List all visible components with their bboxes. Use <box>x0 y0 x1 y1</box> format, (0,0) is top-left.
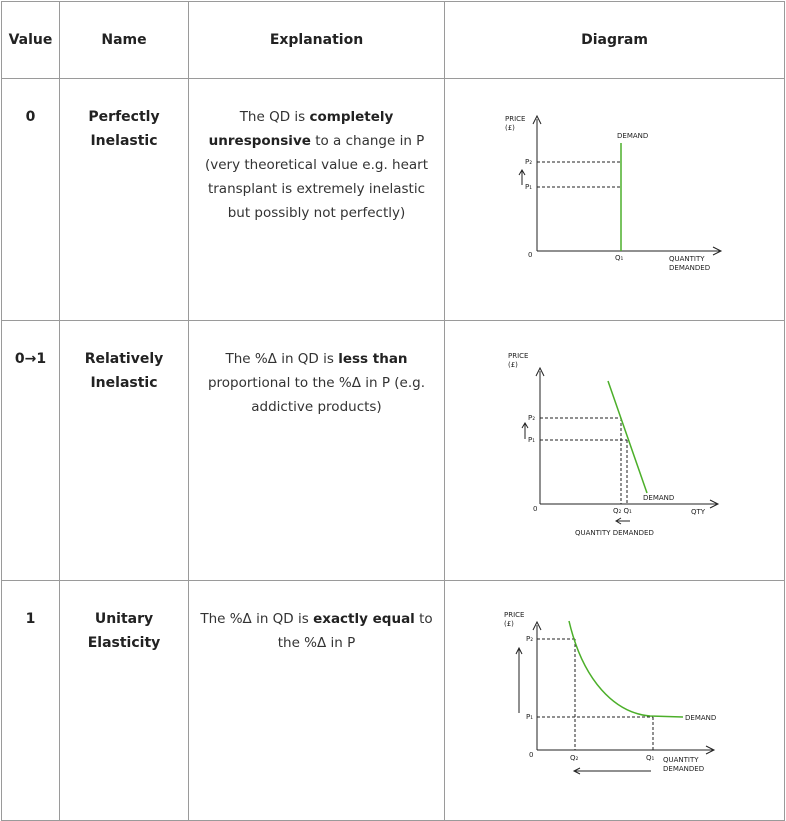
name-line: Elasticity <box>87 635 161 651</box>
quantity-label: Q₂ <box>570 754 579 762</box>
explanation-text: The %Δ in QD is <box>225 351 339 367</box>
explanation-text: The QD is <box>239 109 310 125</box>
name-cell: Perfectly Inelastic <box>59 78 189 321</box>
table-row: 0→1 Relatively Inelastic The %Δ in QD is… <box>1 320 785 581</box>
up-arrow-head <box>518 169 526 176</box>
relatively-inelastic-diagram: PRICE (£) P₂ P₁ 0 Q₂ Q₁ DEMAND QTY QUANT… <box>508 352 720 537</box>
explanation-cell: The %Δ in QD is less than proportional t… <box>188 320 445 581</box>
value-cell: 0 <box>1 78 60 321</box>
explanation-text: to the %Δ in P <box>277 611 433 651</box>
quantity-label: Q₂ Q₁ <box>613 507 632 515</box>
origin-label: 0 <box>533 505 537 513</box>
explanation-text: proportional to the %Δ in P (e.g. addict… <box>207 375 426 415</box>
explanation-emphasis: completely unresponsive <box>208 109 394 149</box>
explanation-text: The %Δ in QD is <box>200 611 314 627</box>
left-arrow-head <box>615 517 622 525</box>
x-axis-label: DEMANDED <box>663 765 704 773</box>
x-axis-arrow <box>712 246 723 256</box>
header-name: Name <box>59 1 189 79</box>
value-cell: 1 <box>1 580 60 821</box>
price-label: P₁ <box>528 436 535 444</box>
diagram-cell: PRICE (£) P₂ P₁ 0 Q₂ Q₁ DEMAND QUANTITY … <box>444 580 785 821</box>
up-arrow-head <box>515 646 523 655</box>
x-axis-label: QUANTITY <box>669 255 705 263</box>
unitary-elasticity-diagram: PRICE (£) P₂ P₁ 0 Q₂ Q₁ DEMAND QUANTITY … <box>504 611 716 775</box>
origin-label: 0 <box>529 751 533 759</box>
price-label: P₁ <box>525 183 532 191</box>
demand-label: DEMAND <box>617 132 648 140</box>
header-value: Value <box>1 1 60 79</box>
demand-label: DEMAND <box>685 714 716 722</box>
name-line: Inelastic <box>90 133 158 149</box>
explanation-emphasis: less than <box>338 351 408 367</box>
y-axis-unit: (£) <box>508 361 518 369</box>
diagram-cell: PRICE (£) P₂ P₁ 0 Q₂ Q₁ DEMAND QTY QUANT… <box>444 320 785 581</box>
diagram-cell: PRICE (£) P₂ P₁ 0 Q₁ DEMAND QUANTITY DEM… <box>444 78 785 321</box>
header-explanation: Explanation <box>188 1 445 79</box>
origin-label: 0 <box>528 251 532 259</box>
x-axis-end-label: QTY <box>691 508 706 516</box>
y-axis-arrow <box>532 114 542 125</box>
demand-label: DEMAND <box>643 494 674 502</box>
quantity-label: Q₁ <box>615 254 624 262</box>
up-arrow-head <box>521 422 529 429</box>
table-row: 1 Unitary Elasticity The %Δ in QD is exa… <box>1 580 785 821</box>
table-row: 0 Perfectly Inelastic The QD is complete… <box>1 78 785 321</box>
y-axis-label: PRICE <box>505 115 525 123</box>
explanation-cell: The %Δ in QD is exactly equal to the %Δ … <box>188 580 445 821</box>
x-axis-label: QUANTITY DEMANDED <box>575 529 654 537</box>
name-cell: Unitary Elasticity <box>59 580 189 821</box>
name-line: Relatively <box>84 351 164 367</box>
x-axis-arrow <box>709 499 720 509</box>
header-row: Value Name Explanation Diagram <box>1 1 785 79</box>
explanation-text: to a change in P (very theoretical value… <box>204 133 429 221</box>
x-axis-label: DEMANDED <box>669 264 710 272</box>
y-axis-label: PRICE <box>508 352 528 360</box>
name-line: Unitary <box>94 611 154 627</box>
price-label: P₁ <box>526 713 533 721</box>
demand-curve <box>568 620 684 718</box>
price-label: P₂ <box>526 635 533 643</box>
header-diagram: Diagram <box>444 1 785 79</box>
y-axis-unit: (£) <box>504 620 514 628</box>
perfectly-inelastic-diagram: PRICE (£) P₂ P₁ 0 Q₁ DEMAND QUANTITY DEM… <box>505 114 723 272</box>
name-line: Perfectly <box>88 109 160 125</box>
explanation-emphasis: exactly equal <box>313 611 415 627</box>
value-cell: 0→1 <box>1 320 60 581</box>
y-axis-label: PRICE <box>504 611 524 619</box>
quantity-label: Q₁ <box>646 754 655 762</box>
price-label: P₂ <box>525 158 532 166</box>
y-axis-unit: (£) <box>505 124 515 132</box>
name-line: Inelastic <box>90 375 158 391</box>
demand-curve <box>607 380 648 494</box>
x-axis-label: QUANTITY <box>663 756 699 764</box>
name-cell: Relatively Inelastic <box>59 320 189 581</box>
y-axis-arrow <box>535 366 545 377</box>
price-label: P₂ <box>528 414 535 422</box>
explanation-cell: The QD is completely unresponsive to a c… <box>188 78 445 321</box>
y-axis-arrow <box>532 620 542 631</box>
